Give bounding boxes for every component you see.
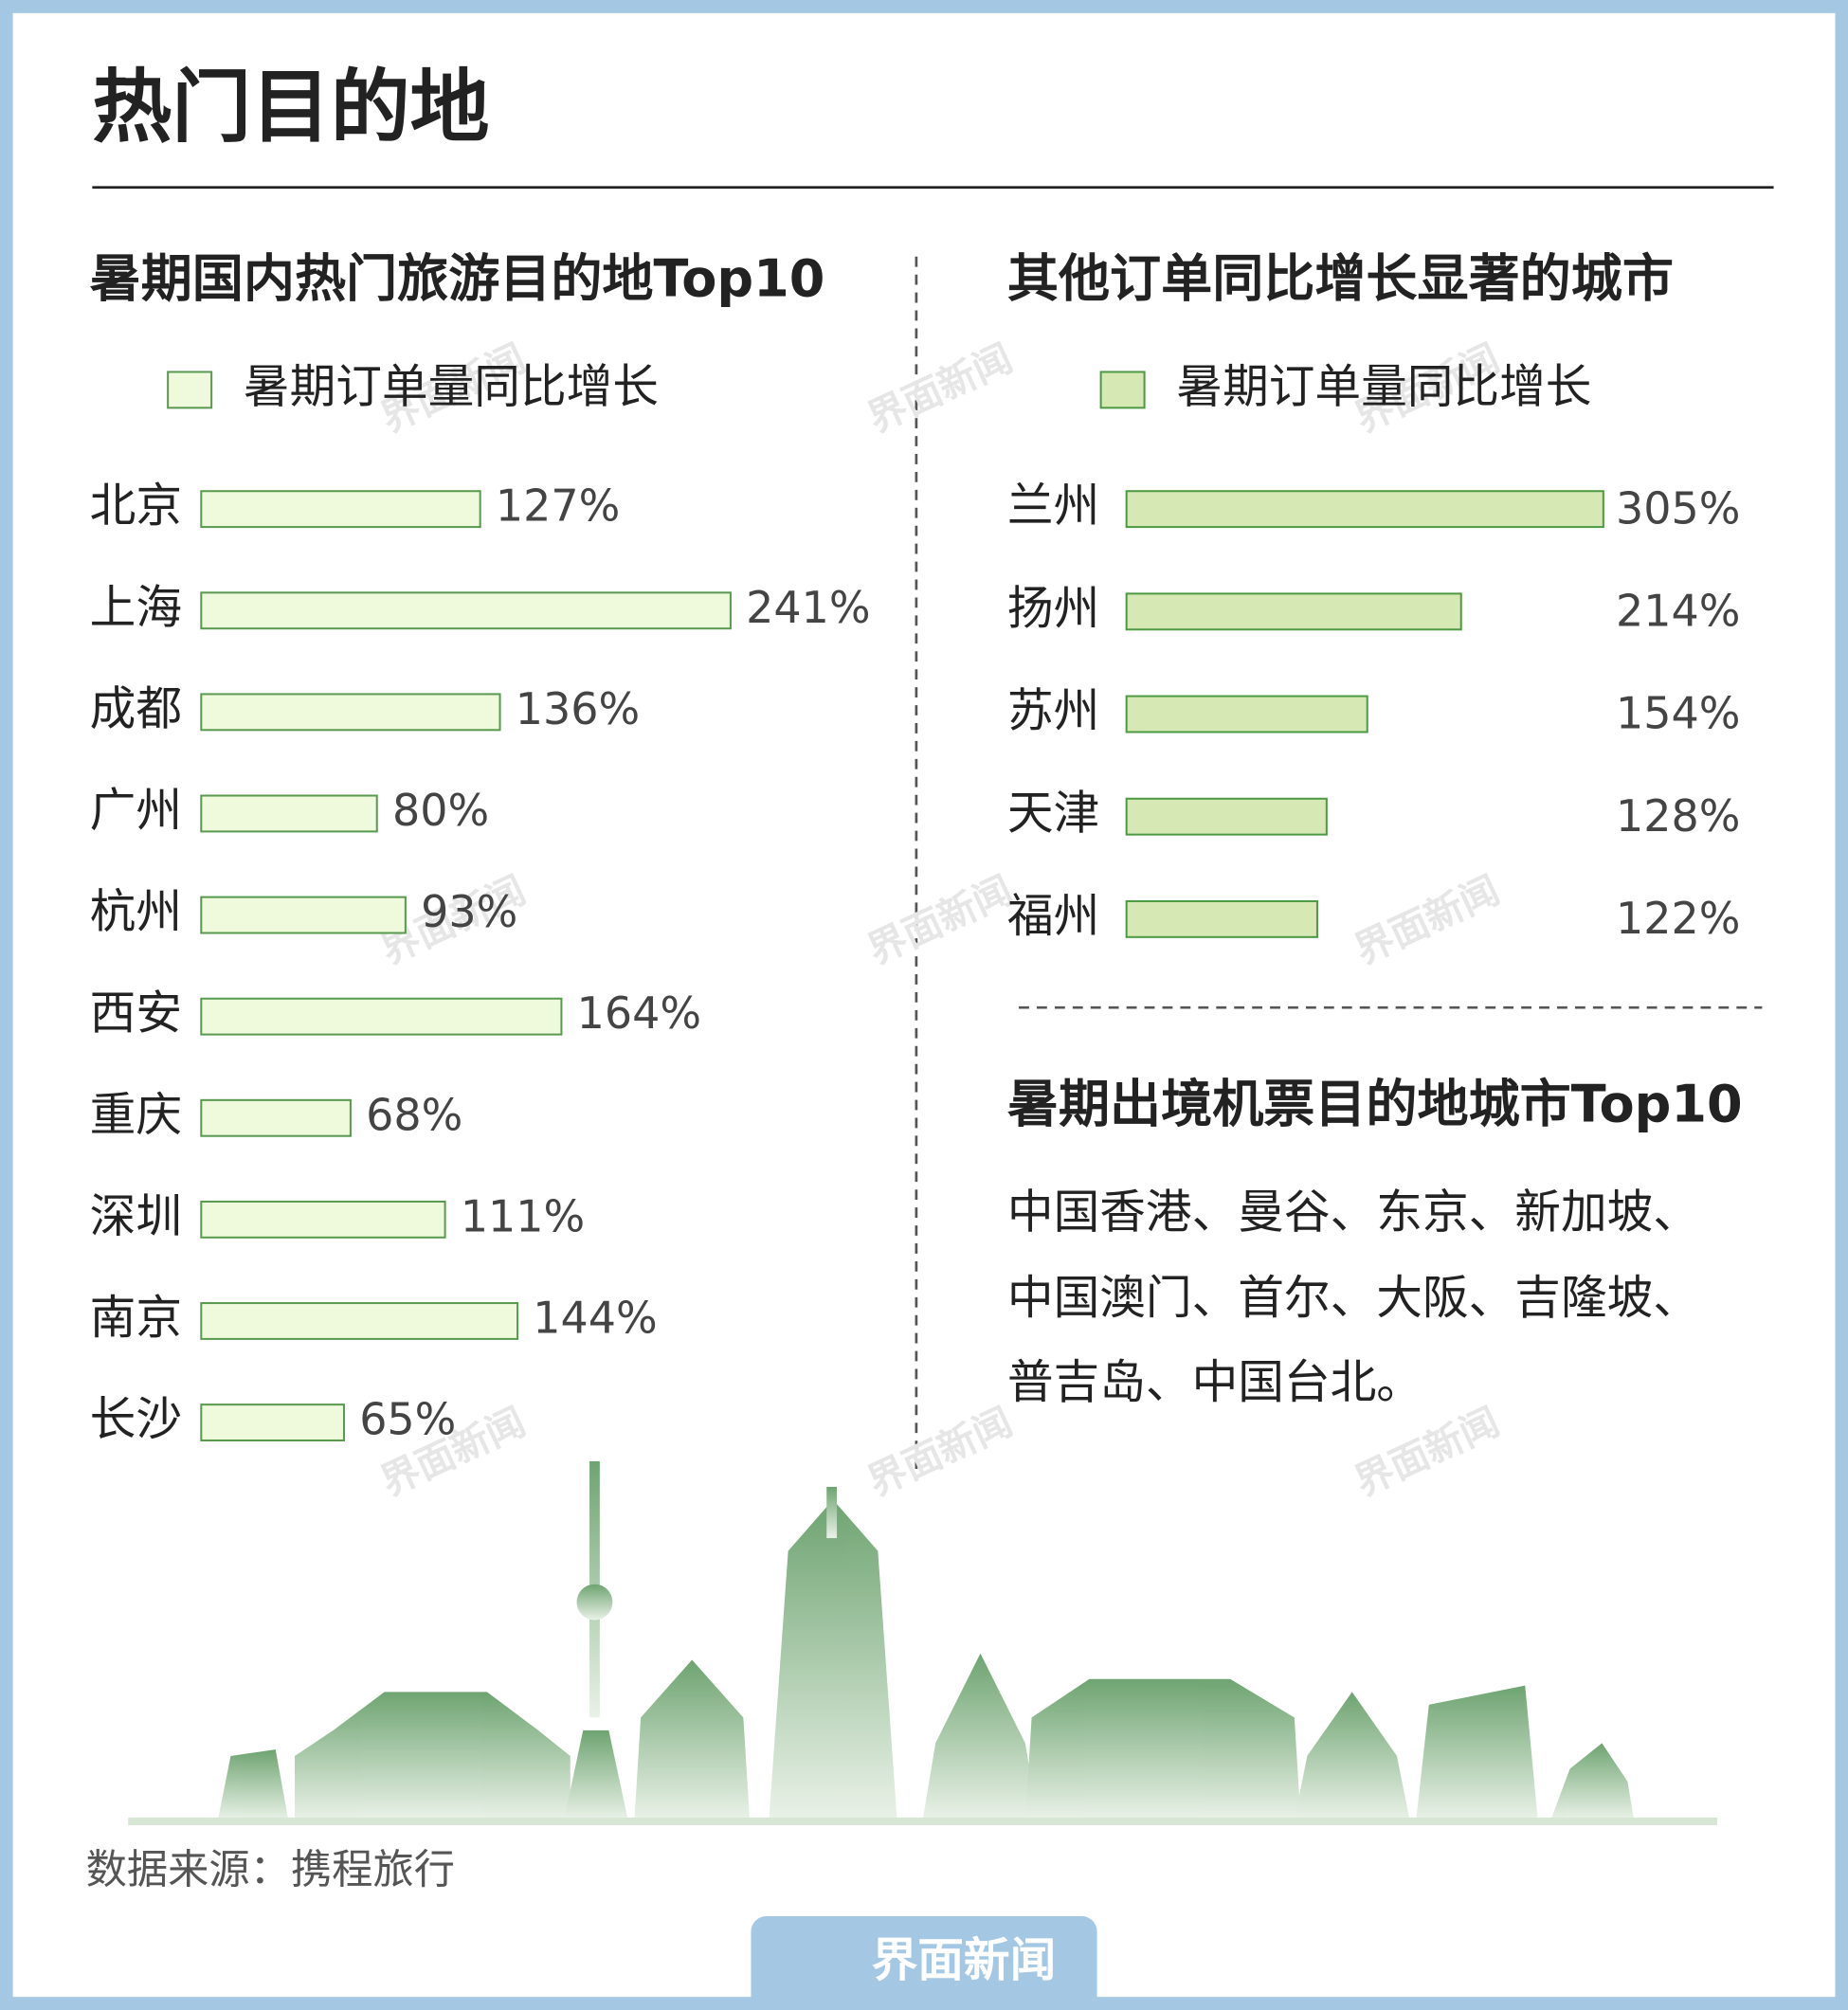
bar — [1125, 490, 1604, 529]
bar — [200, 591, 732, 630]
bar — [1125, 899, 1318, 938]
category-label: 北京 — [90, 480, 182, 533]
brand-badge — [751, 1915, 1097, 2010]
text-line: 中国香港、曼谷、东京、新加坡、 — [1007, 1186, 1699, 1239]
value-label: 305% — [1616, 482, 1740, 534]
bar — [1125, 695, 1368, 733]
category-label: 苏州 — [1007, 685, 1099, 738]
category-label: 福州 — [1007, 890, 1099, 943]
bar — [200, 997, 563, 1036]
value-label: 111% — [461, 1190, 585, 1241]
value-label: 65% — [359, 1394, 456, 1445]
value-label: 93% — [421, 886, 517, 937]
value-label: 122% — [1616, 893, 1740, 944]
bar — [200, 490, 481, 529]
legend-label: 暑期订单量同比增长 — [244, 360, 659, 413]
section-title: 暑期出境机票目的地城市Top10 — [1007, 1074, 1743, 1133]
category-label: 重庆 — [90, 1089, 182, 1142]
source: 数据来源：携程旅行 — [86, 1846, 455, 1893]
legend-swatch — [167, 371, 213, 409]
legend-swatch — [1099, 371, 1146, 409]
chart-title: 暑期国内热门旅游目的地Top10 — [90, 248, 825, 308]
category-label: 上海 — [90, 581, 182, 634]
bar — [1125, 797, 1328, 836]
value-label: 136% — [516, 683, 640, 734]
bar — [200, 1302, 519, 1340]
category-label: 南京 — [90, 1292, 182, 1345]
text-line: 中国澳门、首尔、大阪、吉隆坡、 — [1007, 1272, 1699, 1325]
bar — [200, 896, 407, 934]
value-label: 80% — [392, 785, 489, 836]
value-label: 144% — [533, 1292, 657, 1343]
category-label: 成都 — [90, 682, 182, 735]
bar — [200, 794, 378, 833]
bar — [200, 693, 501, 732]
page-title: 热门目的地 — [92, 61, 489, 154]
value-label: 164% — [577, 987, 701, 1039]
category-label: 兰州 — [1007, 480, 1099, 533]
brand: 界面新闻 — [872, 1934, 1057, 1987]
value-label: 241% — [746, 582, 870, 633]
legend-label: 暑期订单量同比增长 — [1176, 360, 1591, 413]
category-label: 扬州 — [1007, 582, 1099, 635]
value-label: 68% — [366, 1089, 462, 1140]
value-label: 128% — [1616, 790, 1740, 842]
chart-title: 其他订单同比增长显著的城市 — [1007, 248, 1674, 308]
bar — [1125, 592, 1462, 631]
category-label: 天津 — [1007, 788, 1099, 841]
value-label: 154% — [1616, 688, 1740, 739]
value-label: 127% — [496, 480, 620, 532]
category-label: 杭州 — [90, 886, 182, 939]
skyline — [217, 1460, 1635, 1820]
bar — [200, 1403, 345, 1442]
category-label: 广州 — [90, 784, 182, 837]
text-line: 普吉岛、中国台北。 — [1007, 1356, 1422, 1409]
category-label: 长沙 — [90, 1393, 182, 1446]
bar — [200, 1098, 352, 1137]
value-label: 214% — [1616, 586, 1740, 637]
category-label: 深圳 — [90, 1190, 182, 1243]
bar — [200, 1200, 446, 1239]
category-label: 西安 — [90, 987, 182, 1041]
